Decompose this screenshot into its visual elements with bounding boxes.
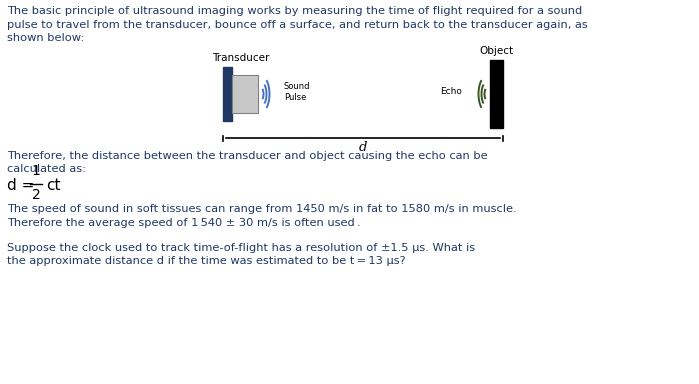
Text: Sound
Pulse: Sound Pulse: [284, 82, 310, 102]
Text: d =: d =: [7, 179, 34, 194]
Text: The speed of sound in soft tissues can range from 1450 m/s in fat to 1580 m/s in: The speed of sound in soft tissues can r…: [7, 204, 517, 214]
Text: Suppose the clock used to track time-of-flight has a resolution of ±1.5 µs. What: Suppose the clock used to track time-of-…: [7, 243, 475, 253]
Text: Therefore, the distance between the transducer and object causing the echo can b: Therefore, the distance between the tran…: [7, 151, 488, 161]
Text: Echo: Echo: [440, 88, 462, 96]
Text: 1: 1: [31, 164, 41, 178]
Bar: [490, 60, 503, 128]
Text: Therefore the average speed of 1 540 ± 30 m/s is often used .: Therefore the average speed of 1 540 ± 3…: [7, 217, 361, 227]
Text: the approximate distance d if the time was estimated to be t = 13 µs?: the approximate distance d if the time w…: [7, 257, 405, 266]
Bar: [232, 75, 258, 113]
Text: calculated as:: calculated as:: [7, 164, 86, 174]
Bar: [223, 67, 232, 121]
Text: Object: Object: [480, 46, 514, 56]
Text: d: d: [359, 141, 367, 154]
Text: Transducer: Transducer: [212, 53, 269, 63]
Text: ct: ct: [46, 179, 61, 194]
Text: pulse to travel from the transducer, bounce off a surface, and return back to th: pulse to travel from the transducer, bou…: [7, 20, 588, 30]
Text: The basic principle of ultrasound imaging works by measuring the time of flight : The basic principle of ultrasound imagin…: [7, 6, 582, 16]
Text: shown below:: shown below:: [7, 33, 85, 43]
Text: 2: 2: [31, 188, 41, 202]
